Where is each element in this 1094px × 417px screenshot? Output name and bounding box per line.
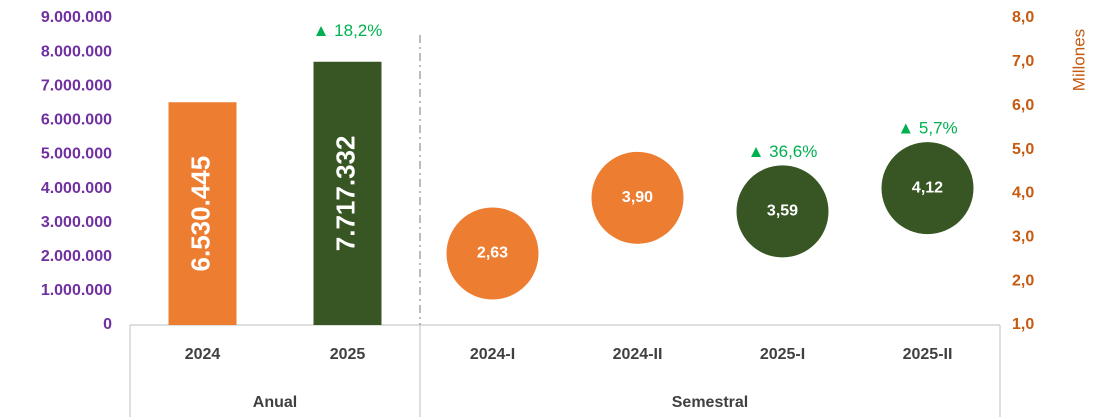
annotation: ▲ 36,6% — [748, 142, 818, 161]
y2-tick-label: 5,0 — [1012, 141, 1034, 158]
y-tick-label: 7.000.000 — [41, 77, 112, 94]
bar — [168, 102, 237, 326]
x-tick-label: 2024-I — [470, 346, 515, 363]
bubble — [446, 207, 539, 300]
x-tick-label: 2025-I — [760, 346, 805, 363]
annotation: ▲ 5,7% — [897, 119, 957, 138]
y-tick-label: 0 — [103, 316, 112, 333]
y2-tick-label: 8,0 — [1012, 9, 1034, 26]
y-tick-label: 5.000.000 — [41, 146, 112, 163]
x-tick-label: 2024-II — [613, 346, 663, 363]
y2-tick-label: 3,0 — [1012, 229, 1034, 246]
y2-tick-label: 4,0 — [1012, 185, 1034, 202]
y-tick-label: 9.000.000 — [41, 9, 112, 26]
y-tick-label: 8.000.000 — [41, 43, 112, 60]
x-tick-label: 2024 — [185, 346, 221, 363]
y2-tick-label: 6,0 — [1012, 97, 1034, 114]
value-label: 3,59 — [767, 203, 798, 220]
y-tick-label: 4.000.000 — [41, 180, 112, 197]
bar — [313, 61, 382, 325]
y2-tick-label: 2,0 — [1012, 272, 1034, 289]
y-tick-label: 2.000.000 — [41, 248, 112, 265]
value-label: 3,90 — [622, 189, 653, 206]
x-tick-label: 2025-II — [903, 346, 953, 363]
y2-tick-label: 1,0 — [1012, 316, 1034, 333]
annotation: ▲ 18,2% — [313, 21, 383, 40]
y-tick-label: 1.000.000 — [41, 282, 112, 299]
value-label: 4,12 — [912, 179, 943, 196]
y2-axis-title: Millones — [1069, 29, 1088, 91]
value-label: 6.530.445 — [185, 156, 215, 272]
value-label: 2,63 — [477, 245, 508, 262]
bubble — [736, 165, 829, 258]
x-tick-label: 2025 — [330, 346, 366, 363]
group-label: Semestral — [672, 394, 749, 411]
y-tick-label: 6.000.000 — [41, 112, 112, 129]
y-tick-label: 3.000.000 — [41, 214, 112, 231]
group-label: Anual — [253, 394, 297, 411]
bubble — [591, 151, 684, 244]
bubble — [881, 142, 974, 235]
y2-tick-label: 7,0 — [1012, 53, 1034, 70]
value-label: 7.717.332 — [330, 136, 360, 252]
